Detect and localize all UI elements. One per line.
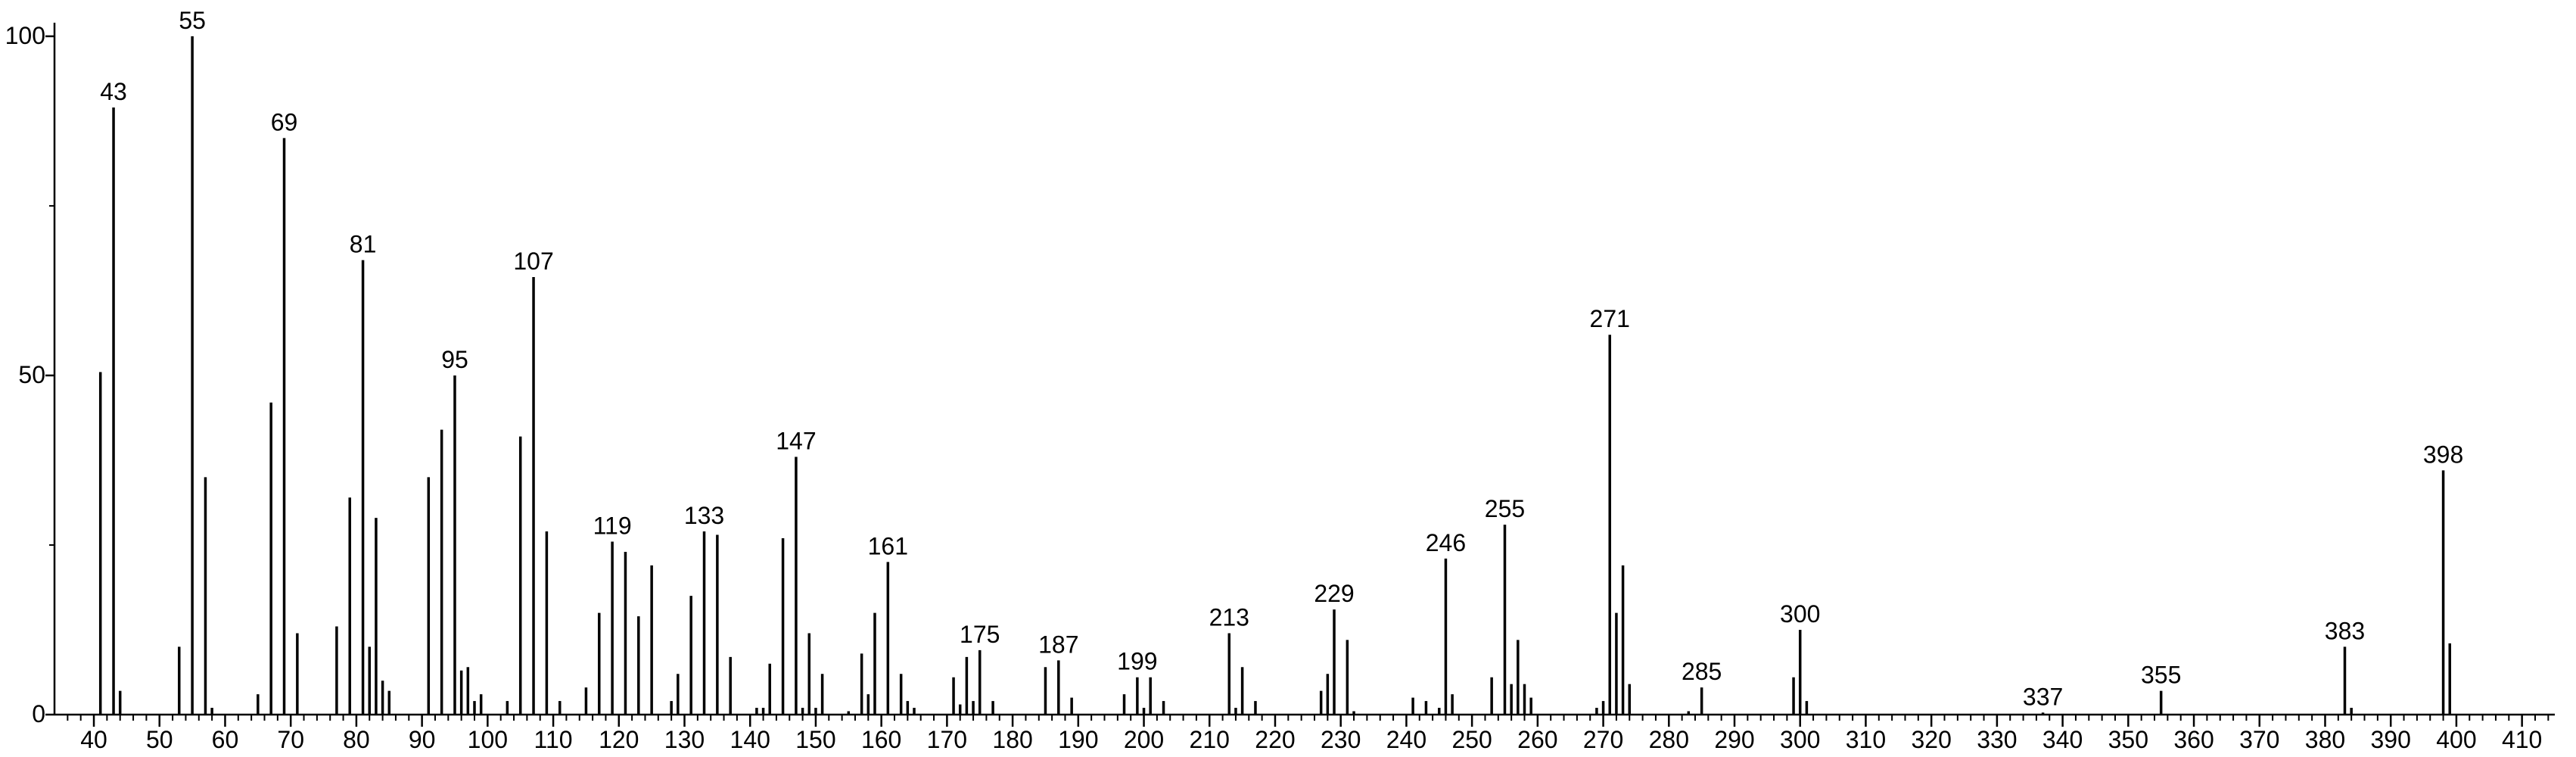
x-tick-label: 320 <box>1911 726 1951 753</box>
x-tick-label: 300 <box>1780 726 1820 753</box>
peak-label: 229 <box>1314 580 1354 607</box>
peak-label: 147 <box>776 427 816 454</box>
x-tick-label: 390 <box>2371 726 2411 753</box>
peak-label: 271 <box>1590 305 1630 332</box>
x-tick-label: 190 <box>1058 726 1098 753</box>
peak-label: 55 <box>179 7 206 34</box>
x-tick-label: 140 <box>730 726 770 753</box>
peak-label: 383 <box>2325 617 2365 644</box>
x-tick-label: 170 <box>927 726 967 753</box>
y-tick-label: 0 <box>32 700 45 727</box>
x-tick-label: 160 <box>861 726 901 753</box>
x-tick-label: 150 <box>795 726 835 753</box>
x-tick-label: 90 <box>409 726 436 753</box>
peak-label: 213 <box>1209 603 1249 631</box>
x-tick-label: 400 <box>2436 726 2476 753</box>
peak-label: 285 <box>1682 658 1722 685</box>
x-tick-label: 100 <box>468 726 508 753</box>
x-tick-label: 340 <box>2042 726 2083 753</box>
peak-label: 107 <box>513 248 553 275</box>
peak-label: 133 <box>684 502 724 529</box>
x-tick-label: 110 <box>534 726 573 753</box>
x-tick-label: 180 <box>992 726 1032 753</box>
x-tick-label: 250 <box>1451 726 1492 753</box>
x-tick-label: 60 <box>212 726 239 753</box>
peak-label: 43 <box>100 78 127 105</box>
x-tick-label: 210 <box>1190 726 1230 753</box>
x-tick-label: 50 <box>146 726 173 753</box>
x-tick-label: 370 <box>2239 726 2279 753</box>
x-tick-label: 260 <box>1517 726 1557 753</box>
y-tick-label: 100 <box>5 22 45 49</box>
x-tick-label: 290 <box>1714 726 1754 753</box>
x-tick-label: 360 <box>2173 726 2214 753</box>
x-tick-label: 410 <box>2502 726 2542 753</box>
x-tick-label: 330 <box>1977 726 2017 753</box>
peak-label: 95 <box>441 346 468 373</box>
x-tick-label: 130 <box>664 726 705 753</box>
x-tick-label: 240 <box>1386 726 1426 753</box>
peak-label: 199 <box>1117 648 1157 675</box>
x-tick-label: 350 <box>2108 726 2148 753</box>
peak-label: 161 <box>868 532 908 559</box>
peak-label: 69 <box>271 108 298 136</box>
x-tick-label: 230 <box>1321 726 1361 753</box>
x-tick-label: 280 <box>1649 726 1689 753</box>
peak-label: 81 <box>350 231 377 258</box>
peak-label: 255 <box>1485 495 1525 522</box>
x-tick-label: 200 <box>1124 726 1164 753</box>
peak-label: 246 <box>1426 529 1466 556</box>
x-tick-label: 70 <box>277 726 304 753</box>
x-tick-label: 270 <box>1583 726 1623 753</box>
peak-label: 187 <box>1038 631 1078 658</box>
peak-label: 119 <box>593 512 632 540</box>
peak-label: 175 <box>960 621 1000 648</box>
x-tick-label: 380 <box>2305 726 2345 753</box>
x-tick-label: 80 <box>343 726 370 753</box>
x-tick-label: 120 <box>599 726 639 753</box>
peak-label: 300 <box>1780 600 1820 628</box>
x-tick-label: 310 <box>1846 726 1886 753</box>
peak-label: 337 <box>2023 683 2063 710</box>
y-tick-label: 50 <box>18 361 45 388</box>
x-tick-label: 40 <box>80 726 107 753</box>
x-tick-label: 220 <box>1255 726 1295 753</box>
peak-label: 398 <box>2423 441 2463 468</box>
peak-label: 355 <box>2141 662 2181 689</box>
